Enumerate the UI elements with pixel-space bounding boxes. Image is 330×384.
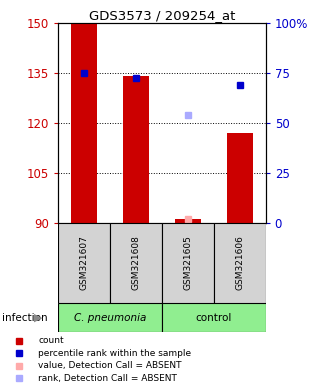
Bar: [58, 223, 110, 303]
Text: GSM321606: GSM321606: [235, 236, 244, 290]
Text: C. pneumonia: C. pneumonia: [74, 313, 146, 323]
Bar: [58, 303, 162, 332]
Text: GSM321607: GSM321607: [79, 236, 88, 290]
Text: count: count: [38, 336, 64, 345]
Text: percentile rank within the sample: percentile rank within the sample: [38, 349, 191, 358]
Bar: [162, 303, 266, 332]
Bar: [162, 223, 214, 303]
Bar: [175, 219, 201, 223]
Text: GSM321608: GSM321608: [131, 236, 140, 290]
Text: infection: infection: [2, 313, 47, 323]
Text: control: control: [195, 313, 232, 323]
Bar: [227, 133, 253, 223]
Text: GSM321605: GSM321605: [183, 236, 192, 290]
Bar: [71, 23, 97, 223]
Bar: [123, 76, 149, 223]
Text: value, Detection Call = ABSENT: value, Detection Call = ABSENT: [38, 361, 182, 370]
Text: ▶: ▶: [34, 313, 42, 323]
Title: GDS3573 / 209254_at: GDS3573 / 209254_at: [88, 9, 235, 22]
Text: rank, Detection Call = ABSENT: rank, Detection Call = ABSENT: [38, 374, 177, 382]
Bar: [214, 223, 266, 303]
Bar: [110, 223, 162, 303]
